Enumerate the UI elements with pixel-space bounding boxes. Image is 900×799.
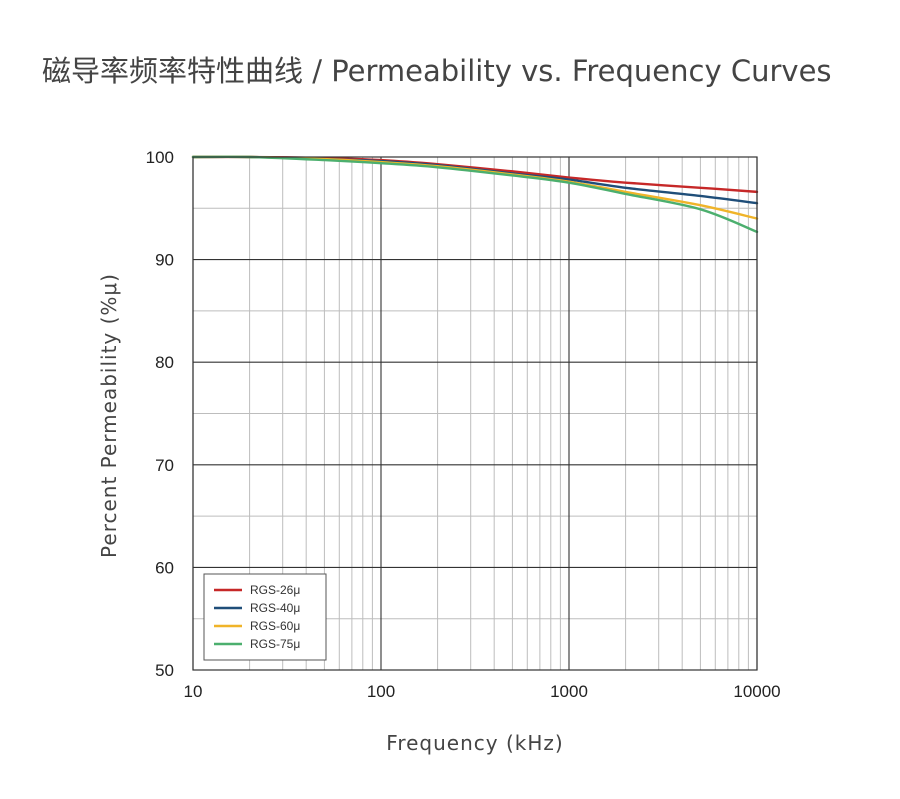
legend-box	[203, 573, 327, 661]
x-tick-label: 100	[367, 682, 395, 701]
series-layer	[191, 155, 759, 234]
y-axis-label: Percent Permeability (%μ)	[97, 273, 121, 558]
y-tick-label: 100	[146, 148, 174, 167]
plot-frame	[192, 156, 758, 671]
grid-minor	[193, 157, 757, 670]
y-axis-ticks: 50 60 70 80 90 100	[146, 148, 174, 680]
x-tick-label: 1000	[550, 682, 588, 701]
legend-entry: RGS-26μ	[250, 583, 300, 597]
x-tick-label: 10000	[733, 682, 780, 701]
y-tick-label: 80	[155, 353, 174, 372]
y-tick-label: 60	[155, 558, 174, 577]
x-tick-label: 10	[184, 682, 203, 701]
legend-entry: RGS-40μ	[250, 601, 300, 615]
series-line-4	[191, 155, 759, 234]
series-line-2	[191, 155, 759, 205]
legend: RGS-26μ RGS-40μ RGS-60μ RGS-75μ	[203, 573, 327, 661]
series-line-1	[191, 155, 759, 194]
y-tick-label: 50	[155, 661, 174, 680]
x-axis-ticks: 10 100 1000 10000	[184, 682, 781, 701]
series-line-3	[191, 155, 759, 220]
x-axis-label: Frequency (kHz)	[386, 731, 563, 755]
legend-entry: RGS-60μ	[250, 619, 300, 633]
y-tick-label: 90	[155, 251, 174, 270]
chart-title: 磁导率频率特性曲线 / Permeability vs. Frequency C…	[42, 54, 832, 88]
legend-entry: RGS-75μ	[250, 637, 300, 651]
y-tick-label: 70	[155, 456, 174, 475]
